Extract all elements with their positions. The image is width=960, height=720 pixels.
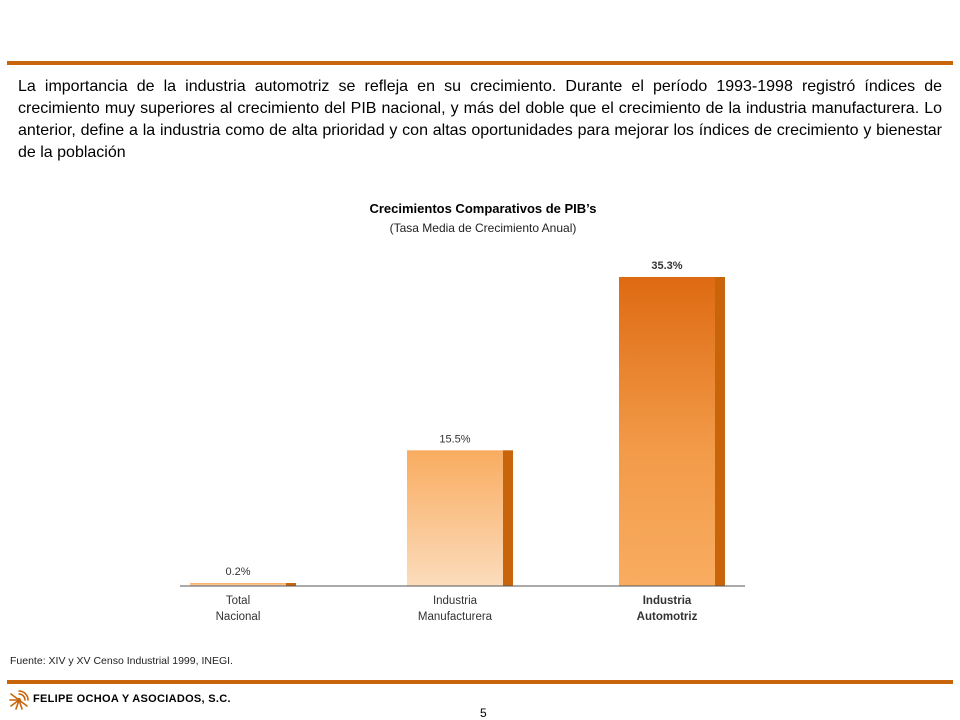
intro-paragraph: La importancia de la industria automotri… <box>18 78 942 161</box>
top-rule <box>7 61 953 65</box>
value-label-industria-manufacturera: 15.5% <box>439 433 470 445</box>
page-number: 5 <box>480 706 487 720</box>
bar-industria-automotriz <box>619 277 715 586</box>
category-label-industria-automotriz-line-1: Industria <box>643 595 692 607</box>
value-label-total-nacional: 0.2% <box>225 566 250 578</box>
bar-side-total-nacional <box>286 583 296 586</box>
bar-industria-manufacturera <box>407 450 503 586</box>
category-label-total-nacional-line-1: Total <box>226 595 250 607</box>
bar-side-industria-automotriz <box>715 277 725 586</box>
bar-total-nacional <box>190 583 286 586</box>
source-note: Fuente: XIV y XV Censo Industrial 1999, … <box>10 655 233 667</box>
category-label-total-nacional-line-2: Nacional <box>216 611 261 623</box>
bar-side-industria-manufacturera <box>503 450 513 586</box>
value-label-industria-automotriz: 35.3% <box>651 260 682 272</box>
category-label-industria-manufacturera-line-2: Manufacturera <box>418 611 493 623</box>
sunburst-logo-icon <box>9 690 29 710</box>
chart-title: Crecimientos Comparativos de PIB’s <box>369 201 596 216</box>
bottom-rule <box>7 680 953 684</box>
bar-chart: Crecimientos Comparativos de PIB’s (Tasa… <box>180 201 745 623</box>
category-label-industria-automotriz-line-2: Automotriz <box>637 611 698 623</box>
category-label-industria-manufacturera-line-1: Industria <box>433 595 478 607</box>
company-name: FELIPE OCHOA Y ASOCIADOS, S.C. <box>33 693 231 705</box>
chart-subtitle: (Tasa Media de Crecimiento Anual) <box>390 221 577 235</box>
